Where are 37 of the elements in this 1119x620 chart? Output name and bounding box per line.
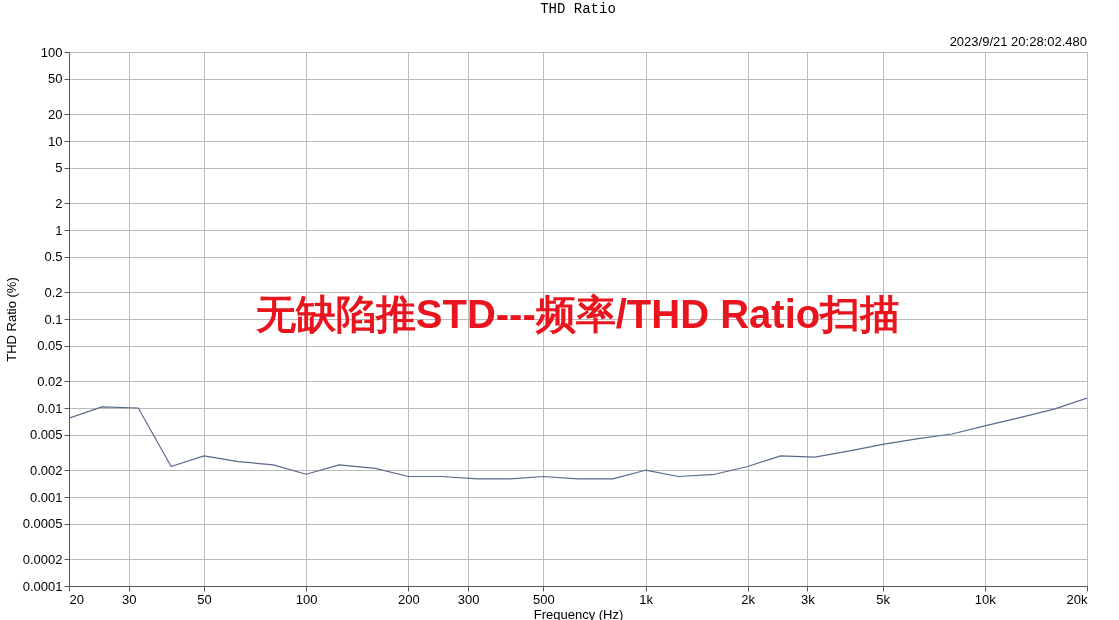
- chart-title: THD Ratio: [540, 1, 616, 17]
- y-tick-label: 20: [48, 106, 63, 122]
- y-tick-label: 100: [40, 44, 63, 60]
- y-tick-label: 0.01: [37, 400, 63, 416]
- text: 2023/9/21 20:28:02.480: [949, 34, 1087, 49]
- x-tick-label: 100: [295, 591, 318, 607]
- y-tick-label: 2: [55, 195, 63, 211]
- x-tick-label: 20: [69, 591, 84, 607]
- x-tick-label: 10k: [974, 591, 997, 607]
- y-tick-label: 1: [55, 222, 63, 238]
- y-tick-label: 0.02: [37, 373, 63, 389]
- y-tick-label: 0.001: [29, 489, 63, 505]
- y-tick-label: 0.05: [37, 338, 63, 354]
- y-tick-label: 0.0005: [22, 516, 63, 532]
- y-tick-label: 0.0001: [22, 578, 63, 594]
- y-tick-label: 0.0002: [22, 551, 63, 567]
- x-tick-label: 500: [533, 591, 555, 607]
- y-tick-label: 0.005: [29, 427, 63, 443]
- x-tick-label: 5k: [876, 591, 891, 607]
- x-tick-label: 3k: [801, 591, 816, 607]
- y-axis-title: THD Ratio (%): [3, 277, 19, 362]
- x-tick-label: 200: [397, 591, 420, 607]
- y-tick-label: 10: [48, 133, 63, 149]
- x-tick-label: 1k: [639, 591, 654, 607]
- y-tick-label: 0.1: [44, 311, 63, 327]
- y-tick-label: 0.002: [29, 462, 63, 478]
- x-tick-label: 50: [197, 591, 212, 607]
- x-tick-label: 2k: [741, 591, 756, 607]
- y-tick-label: 5: [55, 160, 63, 176]
- line-series: [69, 397, 1087, 480]
- y-tick-label: 0.2: [44, 284, 63, 300]
- y-tick-label: 0.5: [44, 249, 63, 265]
- x-tick-label: 20k: [1066, 591, 1088, 607]
- x-tick-label: 300: [457, 591, 480, 607]
- x-tick-label: 30: [122, 591, 137, 607]
- annotation: 无缺陷推STD---频率/THD Ratio扫描: [254, 292, 901, 336]
- y-tick-label: 50: [48, 71, 63, 87]
